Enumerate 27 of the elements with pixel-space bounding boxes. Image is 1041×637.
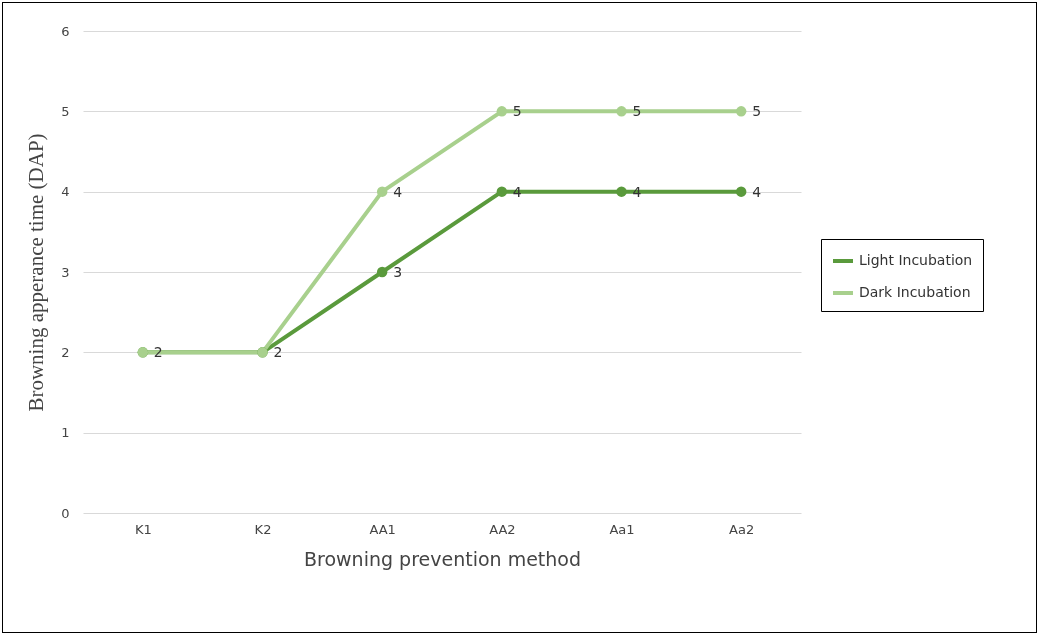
data-label: 5: [752, 103, 762, 120]
x-tick-label: AA1: [369, 521, 396, 537]
y-tick-label: 0: [61, 505, 70, 521]
y-axis-title: Browning apperance time (DAP): [24, 133, 49, 412]
x-axis-title: Browning prevention method: [304, 547, 581, 570]
y-tick-label: 3: [61, 264, 70, 280]
data-label: 4: [632, 183, 642, 200]
legend-label: Light Incubation: [859, 252, 973, 268]
y-tick-label: 5: [61, 103, 70, 119]
data-label: 3: [393, 264, 403, 280]
data-label: 5: [512, 103, 522, 120]
y-tick-label: 1: [61, 425, 70, 441]
data-label: 4: [752, 183, 762, 200]
y-tick-label: 4: [61, 184, 70, 200]
data-label: 2: [273, 344, 283, 361]
legend-label: Dark Incubation: [859, 284, 971, 300]
data-label: 4: [512, 183, 522, 200]
data-label: 4: [393, 183, 403, 200]
y-tick-label: 6: [61, 23, 70, 39]
x-tick-label: K2: [254, 521, 272, 537]
x-tick-label: Aa1: [609, 521, 635, 537]
data-label: 5: [632, 103, 642, 120]
y-tick-label: 2: [61, 344, 70, 360]
x-tick-label: K1: [134, 521, 152, 537]
x-tick-label: Aa2: [729, 521, 755, 537]
data-label: 2: [153, 344, 163, 361]
x-tick-label: AA2: [489, 521, 516, 537]
